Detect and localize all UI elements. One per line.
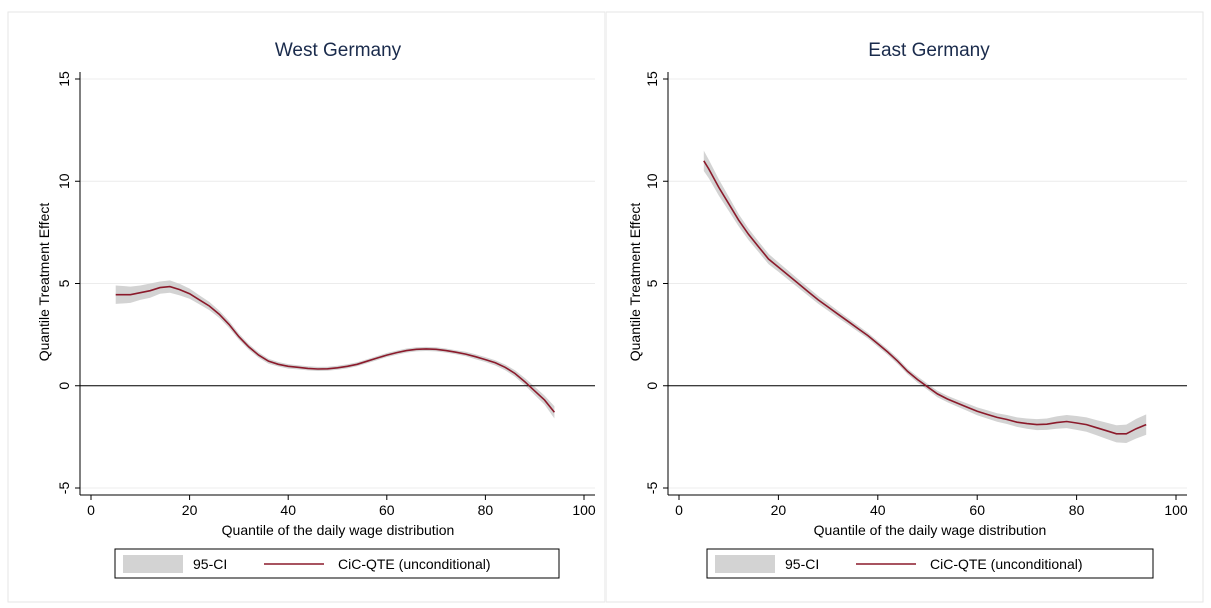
- x-tick-label: 100: [1164, 502, 1188, 518]
- legend-box: [114, 548, 560, 579]
- chart-panel-east: East Germany -5 0 5 10 15 0 20 40 60 80 100 Quanti…: [605, 0, 1211, 608]
- panel-frame: [7, 11, 606, 603]
- y-axis-title: Quantile Treatment Effect: [36, 203, 52, 362]
- legend-label-qte: CiC-QTE (unconditional): [930, 556, 1083, 572]
- x-tick-label: 20: [771, 502, 787, 518]
- x-tick-label: 0: [675, 502, 683, 518]
- legend-swatch-ci: [123, 555, 183, 573]
- legend: 95-CI CiC-QTE (unconditional): [114, 548, 560, 579]
- x-tick-label: 80: [1069, 502, 1085, 518]
- chart-title: East Germany: [868, 40, 990, 61]
- y-tick-label: 10: [644, 173, 660, 189]
- y-axis-title: Quantile Treatment Effect: [627, 203, 643, 362]
- series-line-qte: [115, 285, 556, 413]
- x-tick-label: 20: [182, 502, 198, 518]
- x-tick-label: 0: [87, 502, 95, 518]
- y-tick-label: 15: [56, 71, 72, 87]
- x-tick-label: 60: [969, 502, 985, 518]
- y-tick-label: -5: [644, 482, 660, 495]
- panel-frame: [605, 11, 1204, 603]
- legend: 95-CI CiC-QTE (unconditional): [706, 548, 1154, 579]
- x-tick-label: 60: [379, 502, 395, 518]
- x-tick-label: 40: [280, 502, 296, 518]
- y-tick-label: 0: [56, 382, 72, 390]
- legend-swatch-ci: [715, 555, 775, 573]
- plot-area: -5 0 5 10 15 0 20 40 60 80 100: [644, 71, 1188, 518]
- x-axis-title: Quantile of the daily wage distribution: [814, 522, 1047, 538]
- x-tick-label: 100: [572, 502, 596, 518]
- y-tick-label: 10: [56, 173, 72, 189]
- y-tick-label: 0: [644, 382, 660, 390]
- legend-label-qte: CiC-QTE (unconditional): [338, 556, 491, 572]
- legend-box: [706, 548, 1154, 579]
- legend-label-ci: 95-CI: [785, 556, 819, 572]
- y-tick-label: 15: [644, 71, 660, 87]
- plot-area: -5 0 5 10 15 0 20 40 60 80 100: [56, 71, 596, 518]
- chart-title: West Germany: [275, 40, 402, 61]
- y-tick-label: 5: [56, 279, 72, 287]
- x-tick-label: 40: [870, 502, 886, 518]
- y-tick-label: 5: [644, 279, 660, 287]
- x-axis-title: Quantile of the daily wage distribution: [222, 522, 455, 538]
- chart-east-svg: East Germany -5 0 5 10 15 0 20 40 60 80 100 Quanti…: [605, 11, 1204, 603]
- legend-label-ci: 95-CI: [193, 556, 227, 572]
- y-tick-label: -5: [56, 482, 72, 495]
- series-line-qte: [703, 160, 1147, 435]
- x-tick-label: 80: [478, 502, 494, 518]
- chart-west-svg: West Germany -5 0 5 10 15 0 20 40 60 80 100 Quanti…: [7, 11, 606, 603]
- chart-panel-west: West Germany -5 0 5 10 15 0 20 40 60 80 100 Quanti…: [7, 11, 606, 603]
